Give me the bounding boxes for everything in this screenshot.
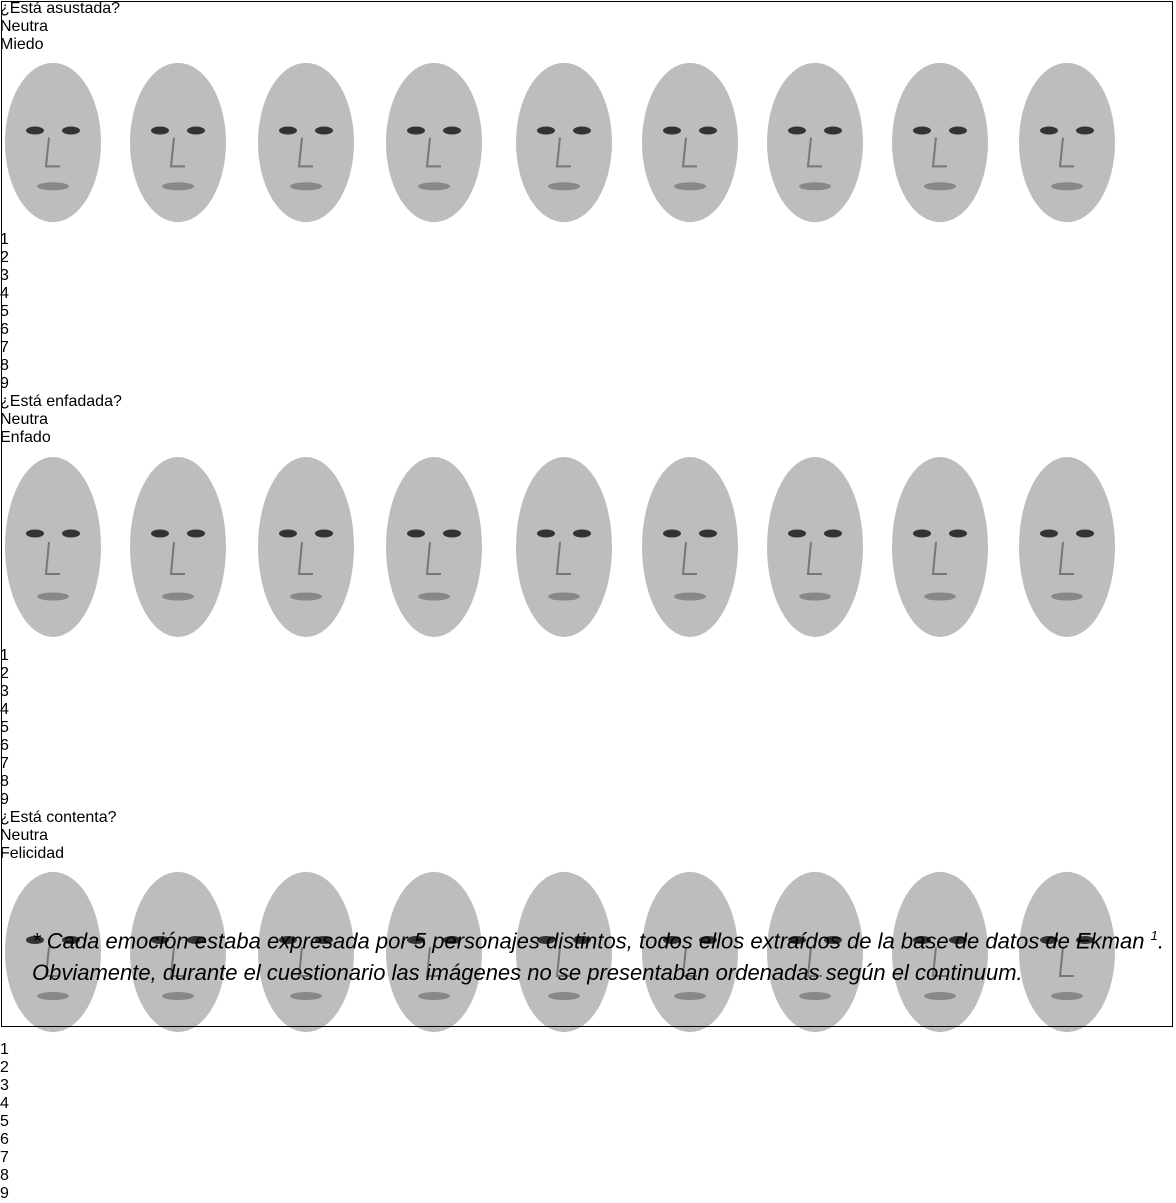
page: {"sections": [ {"title": "¿Está asustada… bbox=[0, 0, 1176, 1030]
scale-number: 3 bbox=[0, 1077, 1176, 1095]
scale-number: 2 bbox=[0, 1059, 1176, 1077]
scale-number: 1 bbox=[0, 1041, 1176, 1059]
footnote-text: * Cada emoción estaba expresada por 5 pe… bbox=[32, 928, 1151, 953]
footnote: * Cada emoción estaba expresada por 5 pe… bbox=[32, 920, 1164, 989]
scale-number: 9 bbox=[0, 1185, 1176, 1203]
footnote-ref: 1 bbox=[1151, 928, 1158, 943]
scale-number: 5 bbox=[0, 1113, 1176, 1131]
scale-row: 123456789 bbox=[0, 1041, 1176, 1203]
scale-number: 7 bbox=[0, 1149, 1176, 1167]
scale-number: 4 bbox=[0, 1095, 1176, 1113]
scale-number: 6 bbox=[0, 1131, 1176, 1149]
scale-number: 8 bbox=[0, 1167, 1176, 1185]
frame bbox=[1, 1, 1173, 1027]
